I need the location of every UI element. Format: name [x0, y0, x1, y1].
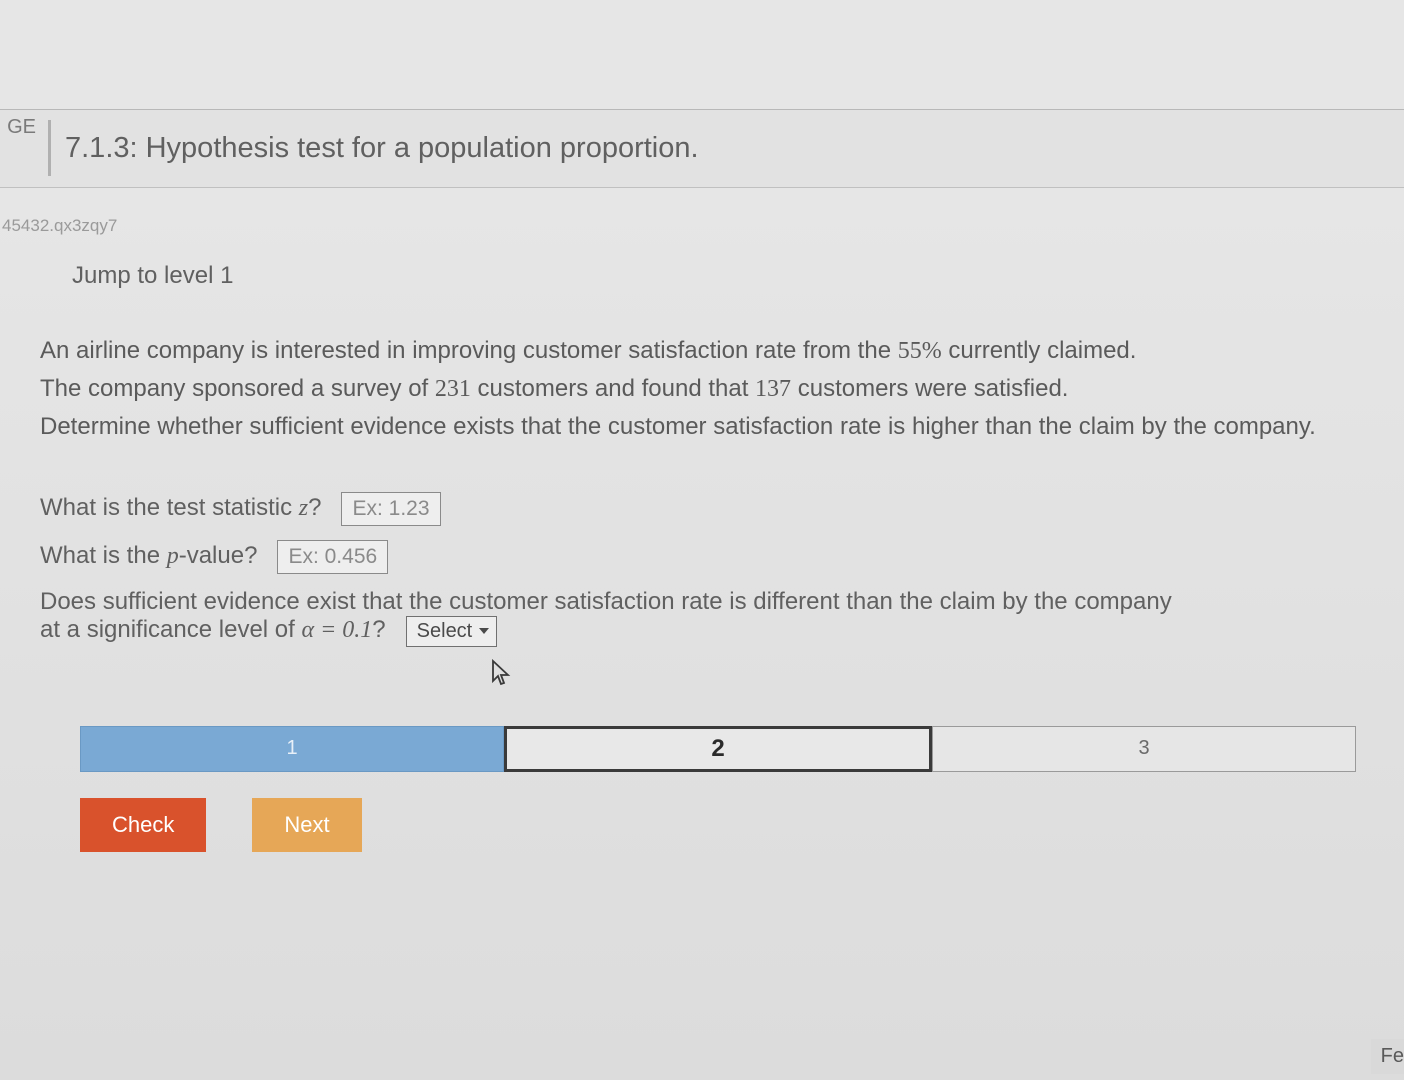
- z-symbol: z: [299, 495, 308, 521]
- level-3-segment[interactable]: 3: [932, 726, 1356, 772]
- problem-text: An airline company is interested in impr…: [40, 337, 898, 364]
- challenge-tag: GE: [0, 110, 44, 139]
- problem-text: customers and found that: [471, 375, 755, 402]
- question-z: What is the test statistic z? Ex: 1.23: [0, 446, 1404, 526]
- q3-line1: Does sufficient evidence exist that the …: [40, 588, 1172, 615]
- section-title: 7.1.3: Hypothesis test for a population …: [65, 110, 699, 187]
- q1-label: ?: [308, 494, 321, 521]
- q3-line2: at a significance level of: [40, 616, 301, 643]
- problem-x: 137: [755, 376, 791, 402]
- feedback-tab[interactable]: Fe: [1371, 1039, 1404, 1074]
- jump-to-level[interactable]: Jump to level 1: [0, 244, 1404, 320]
- title-row: GE 7.1.3: Hypothesis test for a populati…: [0, 110, 1404, 188]
- q2-label: What is the: [40, 542, 167, 569]
- problem-text: currently claimed.: [942, 337, 1137, 364]
- level-1-segment[interactable]: 1: [80, 726, 504, 772]
- z-input[interactable]: Ex: 1.23: [341, 492, 441, 526]
- problem-text: customers were satisfied.: [791, 375, 1068, 402]
- title-divider: [48, 120, 51, 176]
- next-button[interactable]: Next: [252, 798, 361, 852]
- question-evidence: Does sufficient evidence exist that the …: [0, 574, 1404, 647]
- q3-line2b: ?: [372, 616, 385, 643]
- evidence-select[interactable]: Select: [406, 616, 498, 647]
- top-spacer: [0, 0, 1404, 110]
- level-progress: 1 2 3: [80, 726, 1356, 772]
- q1-label: What is the test statistic: [40, 494, 299, 521]
- chevron-down-icon: [478, 626, 490, 636]
- button-row: Check Next: [0, 772, 1404, 852]
- alpha-expr: α = 0.1: [301, 617, 372, 643]
- q2-label: -value?: [179, 542, 258, 569]
- p-symbol: p: [167, 543, 179, 569]
- mouse-cursor: [0, 647, 1404, 692]
- problem-text: Determine whether sufficient evidence ex…: [40, 413, 1316, 440]
- level-2-segment[interactable]: 2: [504, 726, 932, 772]
- activity-id: 45432.qx3zqy7: [0, 188, 1404, 244]
- p-input[interactable]: Ex: 0.456: [277, 540, 388, 574]
- problem-n: 231: [435, 376, 471, 402]
- check-button[interactable]: Check: [80, 798, 206, 852]
- problem-statement: An airline company is interested in impr…: [0, 320, 1404, 446]
- problem-percent: 55%: [898, 338, 942, 364]
- question-p: What is the p-value? Ex: 0.456: [0, 526, 1404, 574]
- problem-text: The company sponsored a survey of: [40, 375, 435, 402]
- select-label: Select: [417, 620, 473, 643]
